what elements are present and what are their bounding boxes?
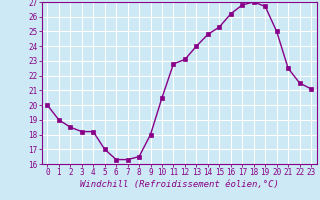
X-axis label: Windchill (Refroidissement éolien,°C): Windchill (Refroidissement éolien,°C) xyxy=(80,180,279,189)
